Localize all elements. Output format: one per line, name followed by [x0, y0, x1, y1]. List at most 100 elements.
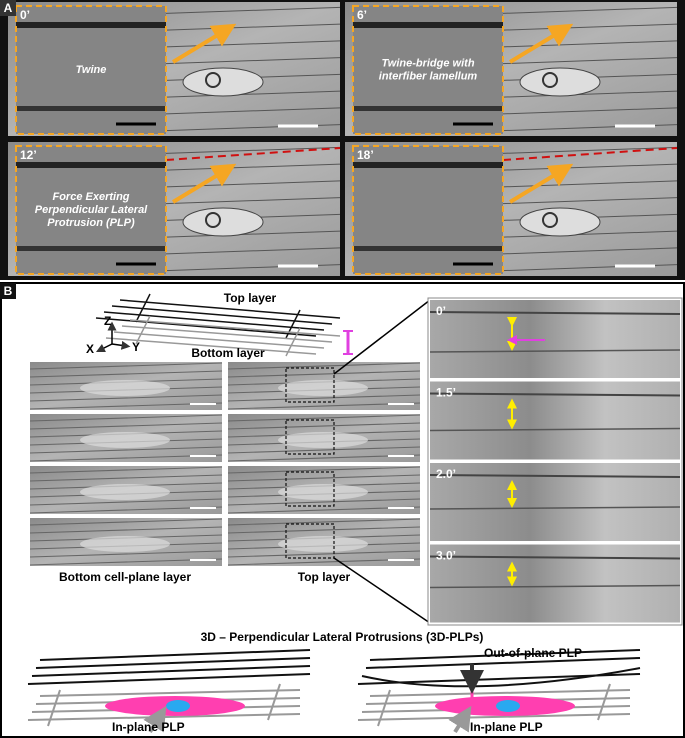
fiber — [227, 422, 421, 430]
nucleus — [205, 212, 221, 228]
fiber — [227, 550, 421, 558]
fiber — [165, 230, 341, 238]
fiber — [502, 40, 678, 48]
fiber — [165, 107, 341, 115]
arrow — [508, 163, 574, 204]
cell-body — [182, 67, 264, 97]
cell-body — [80, 432, 170, 448]
time-label: 18’ — [357, 148, 374, 162]
cell-body — [278, 380, 368, 396]
fiber — [227, 414, 421, 422]
fiber-band — [353, 106, 503, 111]
time-label: 0’ — [20, 8, 30, 22]
fiber — [429, 555, 681, 560]
fiber — [502, 90, 678, 98]
fiber — [227, 394, 421, 402]
panel-label-box — [0, 0, 16, 16]
fiber — [502, 23, 678, 31]
axis-label: Y — [132, 340, 140, 354]
fiber — [29, 550, 223, 558]
fiber — [165, 90, 341, 98]
fiber — [429, 392, 681, 397]
cell-body — [80, 484, 170, 500]
fiber — [29, 370, 223, 378]
nucleus — [205, 72, 221, 88]
fiber — [165, 146, 341, 154]
fiber — [29, 414, 223, 422]
inset-border — [352, 145, 504, 275]
inset-border — [352, 5, 504, 135]
fiber — [29, 362, 223, 370]
fiber-band — [16, 22, 166, 28]
3d-schematic — [27, 649, 641, 734]
fiber — [165, 40, 341, 48]
time-label: 12’ — [20, 148, 37, 162]
fiber — [29, 518, 223, 526]
panel-b-images: 0’ 1.5’ 2.0’ 3.0’ — [29, 297, 683, 626]
roi-box — [285, 367, 335, 403]
axis-label: Z — [104, 314, 111, 328]
reference-line — [502, 147, 678, 161]
fiber-band — [353, 162, 503, 168]
cell-body — [278, 536, 368, 552]
fiber — [29, 466, 223, 474]
fiber — [227, 362, 421, 370]
reference-line — [165, 147, 341, 161]
fiber — [429, 349, 681, 353]
time-label: 2.0’ — [436, 467, 456, 481]
fiber — [227, 370, 421, 378]
inset-border — [15, 5, 167, 135]
layer-label: Top layer — [224, 291, 277, 305]
panel-label: B — [4, 284, 13, 298]
caption: Twine — [76, 64, 107, 76]
inset-border — [15, 145, 167, 275]
fiber — [502, 197, 678, 205]
fiber — [502, 163, 678, 171]
caption: Protrusion (PLP) — [47, 217, 135, 229]
caption: Twine-bridge with — [381, 57, 474, 69]
fiber — [165, 23, 341, 31]
layer-label: Bottom layer — [191, 346, 265, 360]
caption: Perpendicular Lateral — [35, 204, 148, 216]
arrow — [171, 163, 237, 204]
cell-body — [80, 380, 170, 396]
fiber — [227, 446, 421, 454]
caption: interfiber lamellum — [379, 70, 478, 82]
fiber — [502, 6, 678, 14]
fiber-band — [16, 162, 166, 168]
cell-body — [80, 536, 170, 552]
fiber — [165, 6, 341, 14]
cell-body — [182, 207, 264, 237]
fiber — [502, 146, 678, 154]
cell-body — [519, 207, 601, 237]
fiber-band — [16, 246, 166, 251]
panel-label-box — [0, 283, 16, 299]
fiber — [227, 526, 421, 534]
fiber — [429, 427, 681, 432]
fiber — [165, 247, 341, 255]
fiber — [502, 230, 678, 238]
schematic-title: 3D – Perpendicular Lateral Protrusions (… — [201, 630, 484, 644]
cell-body — [278, 484, 368, 500]
panel-label: A — [4, 1, 13, 15]
fiber — [29, 498, 223, 506]
nucleus — [542, 212, 558, 228]
fiber — [165, 197, 341, 205]
plp-label: In-plane PLP — [470, 720, 543, 734]
fiber — [227, 474, 421, 482]
fiber — [429, 311, 681, 315]
caption: Force Exerting — [52, 191, 129, 203]
time-label: 6’ — [357, 8, 367, 22]
fiber — [165, 180, 341, 188]
arrow — [508, 23, 574, 64]
fiber — [29, 446, 223, 454]
fiber — [502, 180, 678, 188]
fiber — [165, 57, 341, 65]
fiber — [429, 584, 681, 589]
fiber — [227, 518, 421, 526]
fiber — [502, 247, 678, 255]
arrow — [171, 23, 237, 64]
fiber — [165, 163, 341, 171]
